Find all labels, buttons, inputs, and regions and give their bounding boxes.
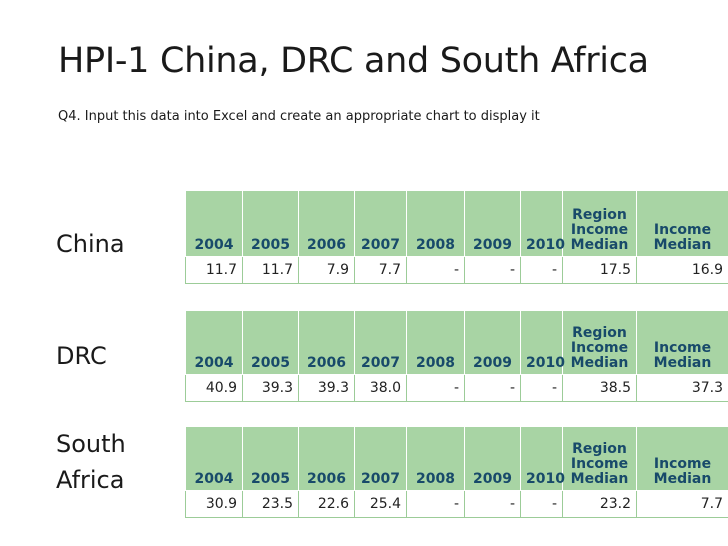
value-cell: 11.7 bbox=[242, 256, 299, 284]
header-cell: 2010 bbox=[520, 310, 565, 375]
data-table-drc: 2004 2005 2006 2007 2008 2009 2010 Regio… bbox=[185, 310, 728, 402]
country-label-south-africa: South Africa bbox=[56, 426, 126, 498]
value-cell: 7.7 bbox=[636, 490, 728, 518]
value-cell: - bbox=[464, 374, 521, 402]
header-cell: Region Income Median bbox=[562, 190, 637, 257]
value-cell: - bbox=[406, 374, 465, 402]
data-table-south-africa: 2004 2005 2006 2007 2008 2009 2010 Regio… bbox=[185, 426, 728, 518]
value-cell: - bbox=[520, 490, 563, 518]
value-cell: - bbox=[406, 256, 465, 284]
value-cell: 39.3 bbox=[298, 374, 355, 402]
value-cell: 7.9 bbox=[298, 256, 355, 284]
header-cell: 2004 bbox=[185, 426, 243, 491]
header-cell: 2010 bbox=[520, 190, 565, 257]
header-cell: 2005 bbox=[242, 190, 299, 257]
value-cell: 22.6 bbox=[298, 490, 355, 518]
value-cell: 16.9 bbox=[636, 256, 728, 284]
header-cell: 2006 bbox=[298, 190, 355, 257]
header-cell: 2007 bbox=[354, 310, 407, 375]
header-cell: 2007 bbox=[354, 426, 407, 491]
value-cell: 23.2 bbox=[562, 490, 637, 518]
value-cell: - bbox=[464, 490, 521, 518]
header-cell: 2007 bbox=[354, 190, 407, 257]
country-label-drc: DRC bbox=[56, 342, 107, 370]
value-cell: 30.9 bbox=[185, 490, 243, 518]
value-cell: 25.4 bbox=[354, 490, 407, 518]
header-cell: 2008 bbox=[406, 190, 465, 257]
header-cell: 2006 bbox=[298, 426, 355, 491]
value-cell: 23.5 bbox=[242, 490, 299, 518]
header-cell: Region Income Median bbox=[562, 426, 637, 491]
value-cell: 7.7 bbox=[354, 256, 407, 284]
header-cell: 2004 bbox=[185, 310, 243, 375]
header-cell: Region Income Median bbox=[562, 310, 637, 375]
header-cell: Income Median bbox=[636, 426, 728, 491]
country-label-china: China bbox=[56, 230, 125, 258]
header-cell: Income Median bbox=[636, 310, 728, 375]
header-cell: 2005 bbox=[242, 310, 299, 375]
header-cell: 2006 bbox=[298, 310, 355, 375]
value-cell: 38.5 bbox=[562, 374, 637, 402]
header-cell: 2008 bbox=[406, 426, 465, 491]
value-cell: - bbox=[406, 490, 465, 518]
country-label-line: South bbox=[56, 430, 126, 458]
header-cell: Income Median bbox=[636, 190, 728, 257]
header-cell: 2009 bbox=[464, 426, 521, 491]
value-cell: 40.9 bbox=[185, 374, 243, 402]
value-cell: - bbox=[520, 374, 563, 402]
value-cell: 17.5 bbox=[562, 256, 637, 284]
value-cell: 37.3 bbox=[636, 374, 728, 402]
value-cell: - bbox=[520, 256, 563, 284]
slide-subtitle: Q4. Input this data into Excel and creat… bbox=[58, 109, 540, 124]
header-cell: 2008 bbox=[406, 310, 465, 375]
header-cell: 2005 bbox=[242, 426, 299, 491]
header-cell: 2009 bbox=[464, 190, 521, 257]
data-table-china: 2004 2005 2006 2007 2008 2009 2010 Regio… bbox=[185, 190, 728, 284]
country-label-line: Africa bbox=[56, 466, 125, 494]
header-cell: 2010 bbox=[520, 426, 565, 491]
header-cell: 2009 bbox=[464, 310, 521, 375]
value-cell: - bbox=[464, 256, 521, 284]
value-cell: 38.0 bbox=[354, 374, 407, 402]
header-cell: 2004 bbox=[185, 190, 243, 257]
value-cell: 11.7 bbox=[185, 256, 243, 284]
value-cell: 39.3 bbox=[242, 374, 299, 402]
slide-title: HPI-1 China, DRC and South Africa bbox=[58, 41, 649, 81]
